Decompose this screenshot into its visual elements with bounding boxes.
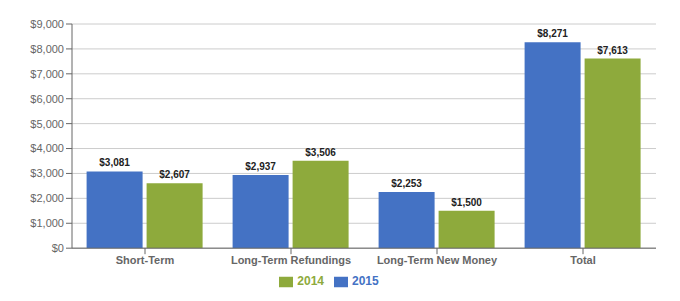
svg-text:$6,000: $6,000 <box>30 93 64 105</box>
svg-text:Long-Term New Money: Long-Term New Money <box>377 254 498 266</box>
svg-text:Long-Term Refundings: Long-Term Refundings <box>231 254 351 266</box>
svg-text:$1,500: $1,500 <box>451 197 482 208</box>
html-text:2015: 2015 <box>352 274 379 289</box>
svg-text:$3,506: $3,506 <box>305 147 336 158</box>
svg-text:$1,000: $1,000 <box>30 217 64 229</box>
svg-text:$5,000: $5,000 <box>30 118 64 130</box>
svg-text:$2,607: $2,607 <box>159 169 190 180</box>
svg-text:Total: Total <box>570 254 595 266</box>
svg-text:$2,937: $2,937 <box>245 161 276 172</box>
svg-text:$7,000: $7,000 <box>30 68 64 80</box>
svg-text:$0: $0 <box>52 242 64 254</box>
svg-text:Short-Term: Short-Term <box>116 254 175 266</box>
svg-text:$2,000: $2,000 <box>30 192 64 204</box>
svg-text:$9,000: $9,000 <box>30 18 64 30</box>
html-text:2014: 2014 <box>297 274 324 289</box>
svg-text:$4,000: $4,000 <box>30 142 64 154</box>
svg-text:$8,000: $8,000 <box>30 43 64 55</box>
svg-text:$7,613: $7,613 <box>597 45 628 56</box>
svg-text:$3,081: $3,081 <box>99 157 130 168</box>
svg-text:$3,000: $3,000 <box>30 167 64 179</box>
svg-text:$8,271: $8,271 <box>537 28 568 39</box>
svg-text:$2,253: $2,253 <box>391 178 422 189</box>
